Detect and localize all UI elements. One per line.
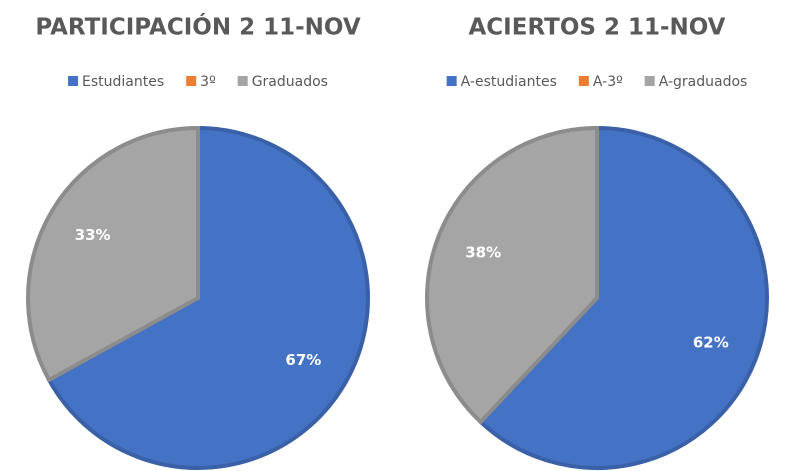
pie-slice — [477, 125, 769, 470]
chart-title: ACIERTOS 2 11-NOV — [469, 15, 726, 41]
pie-slice — [46, 125, 370, 470]
legend-label: A-estudiantes — [461, 74, 557, 90]
data-label: 33% — [75, 226, 111, 244]
legend-label: Graduados — [252, 74, 328, 90]
pie-slice — [425, 125, 599, 425]
legend-swatch — [186, 76, 197, 86]
chart-title: PARTICIPACIÓN 2 11-NOV — [35, 13, 360, 41]
legend-swatch — [446, 76, 457, 86]
pie-slice — [26, 125, 200, 383]
legend-label: A-graduados — [659, 74, 748, 90]
data-label: 62% — [693, 334, 729, 352]
legend-swatch — [644, 76, 655, 86]
legend-swatch — [237, 76, 248, 86]
legend-label: Estudiantes — [82, 74, 164, 90]
legend-label: A-3º — [593, 74, 623, 90]
legend-label: 3º — [200, 74, 216, 90]
data-label: 67% — [285, 351, 321, 369]
legend-swatch — [578, 76, 589, 86]
data-label: 38% — [465, 243, 501, 261]
legend-swatch — [68, 76, 79, 86]
